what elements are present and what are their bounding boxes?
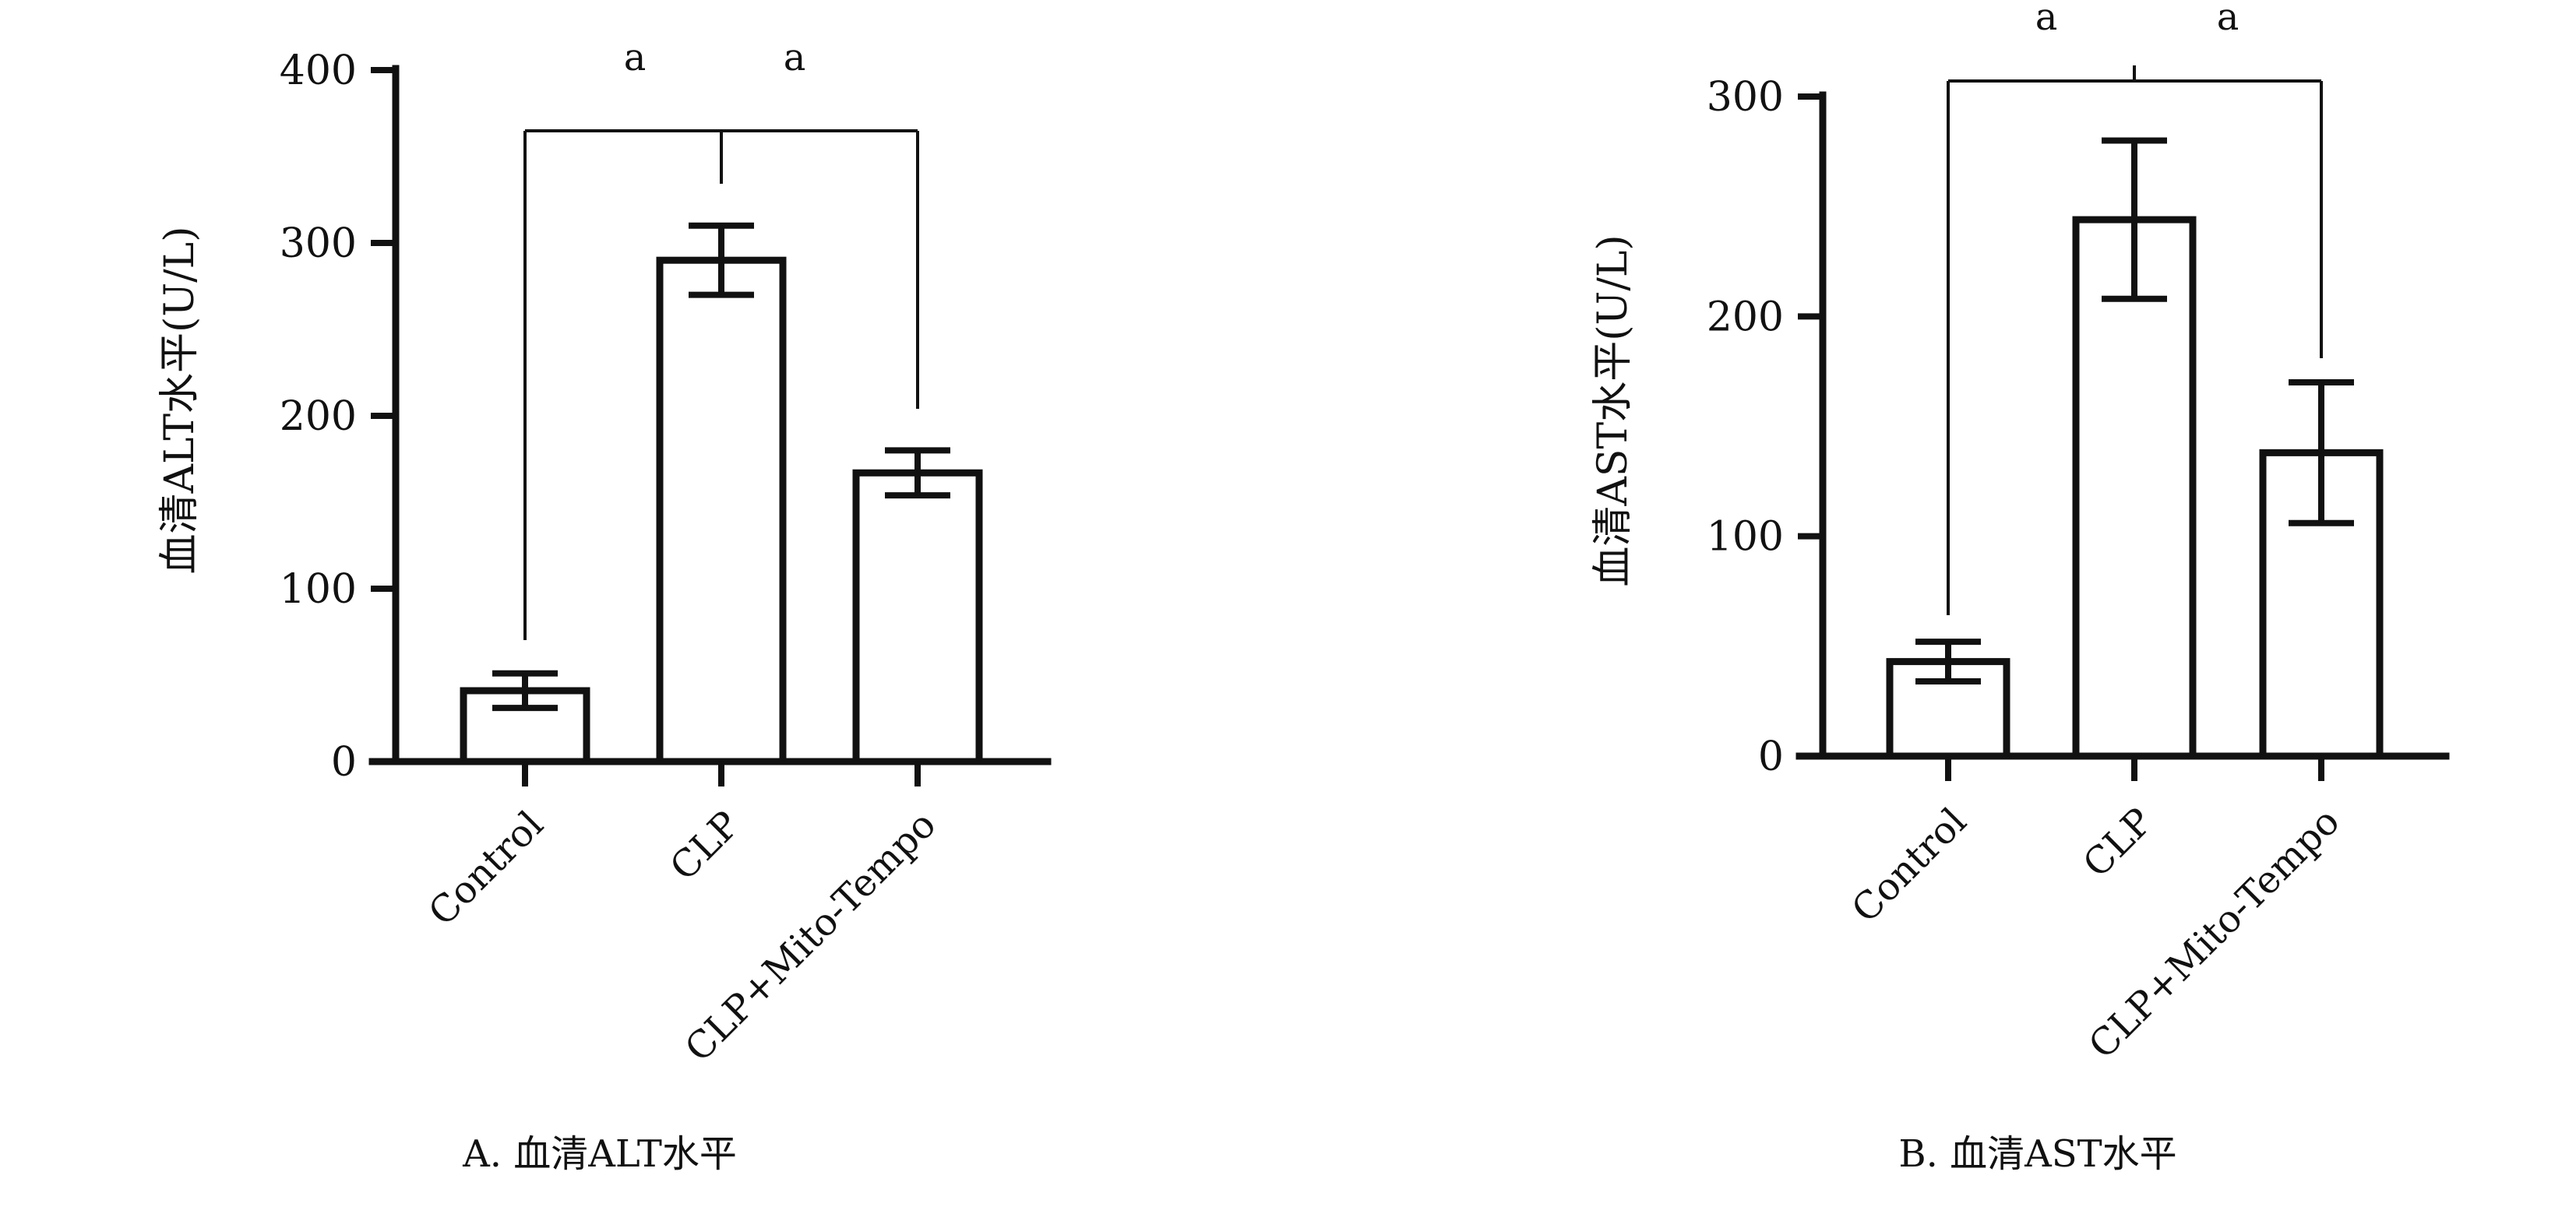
significance-marker: a	[784, 36, 806, 79]
figure-caption: B. 血清AST水平	[1898, 1132, 2176, 1176]
bar-clp	[656, 256, 787, 765]
x-category-label: CLP	[662, 803, 749, 889]
x-category-label: CLP	[2075, 800, 2162, 886]
y-tick-label: 200	[1707, 294, 1784, 340]
x-category-label: Control	[1843, 800, 1975, 931]
y-axis-label: 血清ALT水平(U/L)	[157, 227, 203, 575]
y-tick-label: 100	[280, 566, 357, 613]
y-tick-label: 200	[280, 393, 357, 440]
y-axis-label: 血清AST水平(U/L)	[1590, 234, 1637, 586]
bar-clp-mito-tempo	[852, 469, 983, 765]
significance-marker: a	[624, 36, 647, 79]
y-tick-label: 300	[1707, 74, 1784, 121]
significance-marker: a	[2035, 0, 2058, 39]
significance-marker: a	[2217, 0, 2239, 39]
bar-clp	[2072, 216, 2197, 760]
y-tick-label: 300	[280, 220, 357, 267]
x-category-label: Control	[420, 803, 551, 934]
y-tick-label: 0	[1758, 734, 1784, 780]
figure-caption: A. 血清ALT水平	[462, 1132, 737, 1176]
y-tick-label: 100	[1707, 514, 1784, 561]
y-tick-label: 0	[331, 739, 357, 786]
y-tick-label: 400	[280, 48, 357, 94]
